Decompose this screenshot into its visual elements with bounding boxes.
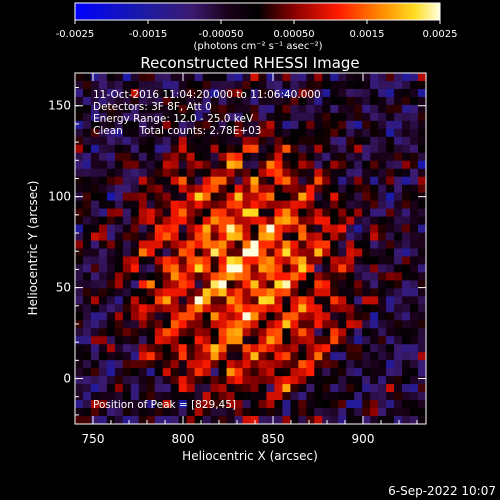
x-tick-label: 800 [172,432,195,446]
info-line-time: 11-Oct-2016 11:04:20.000 to 11:06:40.000 [93,89,321,101]
colorbar-gradient [74,2,441,21]
heatmap [75,73,426,424]
info-line-clean: Clean Total counts: 2.78E+03 [93,125,262,137]
plot-title: Reconstructed RHESSI Image [140,54,359,72]
footer-date: 6-Sep-2022 10:07 [388,484,496,498]
y-tick-label: 150 [48,99,71,113]
colorbar-ticks: -0.0025 -0.0015 -0.00050 0.00050 0.0015 0.002… [56,20,458,40]
y-tick-label: 50 [56,281,71,295]
colorbar-tick-label: 0.00050 [273,29,314,40]
x-tick-label: 900 [352,432,375,446]
x-tick-label: 850 [262,432,285,446]
y-axis-label: Heliocentric Y (arcsec) [26,181,40,316]
colorbar-tick-label: -0.00050 [199,29,244,40]
colorbar-unit-label: (photons cm⁻² s⁻¹ asec⁻²) [193,41,322,52]
peak-position-label: Position of Peak = [829,45] [93,399,236,411]
info-text: 11-Oct-2016 11:04:20.000 to 11:06:40.000… [93,89,321,137]
axis-ticks: 750 800 850 900 0 50 100 150 [48,73,426,446]
colorbar-tick-label: -0.0025 [56,29,95,40]
image-plot: 11-Oct-2016 11:04:20.000 to 11:06:40.000… [48,72,427,446]
x-tick-label: 750 [82,432,105,446]
colorbar-tick-label: -0.0015 [129,29,168,40]
y-tick-label: 100 [48,190,71,204]
info-line-energy: Energy Range: 12.0 - 25.0 keV [93,113,254,125]
x-axis-label: Heliocentric X (arcsec) [182,449,318,463]
plot-frame [74,72,427,425]
info-line-detectors: Detectors: 3F 8F, Att 0 [93,101,212,113]
colorbar-tick-label: 0.0025 [423,29,458,40]
colorbar-tick-label: 0.0015 [350,29,385,40]
colorbar: -0.0025 -0.0015 -0.00050 0.00050 0.0015 0.002… [56,2,458,52]
y-tick-label: 0 [63,372,71,386]
